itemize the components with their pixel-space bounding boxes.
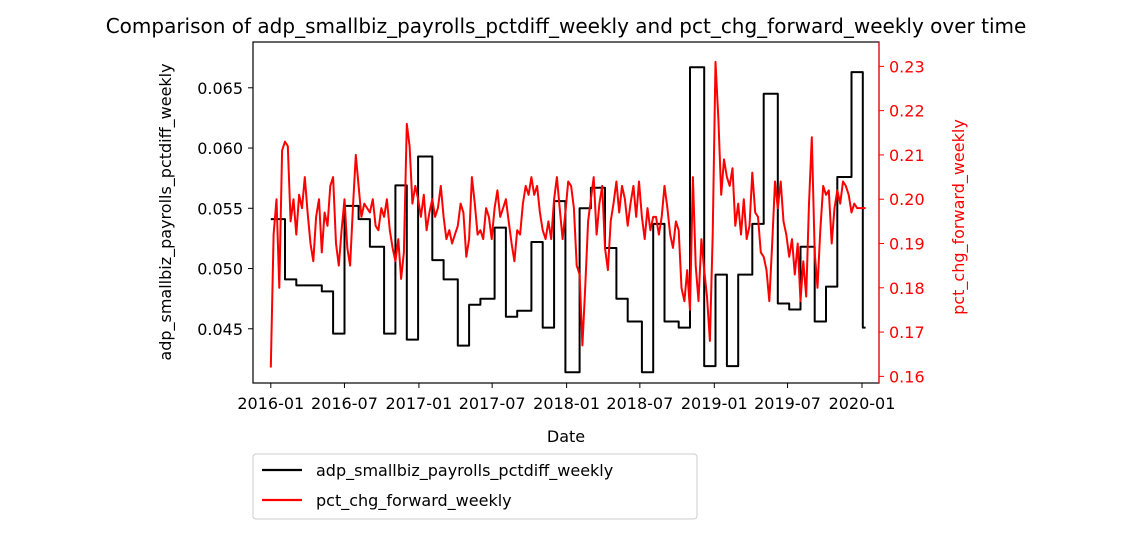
right-y-tick-label: 0.23 [889, 57, 925, 76]
x-tick-label: 2020-01 [829, 394, 896, 413]
left-y-axis-ticks: 0.045 0.050 0.055 0.060 0.065 [197, 79, 253, 339]
legend-box [252, 453, 698, 520]
left-y-axis-title: adp_smallbiz_payrolls_pctdiff_weekly [156, 63, 176, 360]
right-y-tick-label: 0.21 [889, 146, 925, 165]
plot-area [252, 41, 880, 384]
legend-label-forward: pct_chg_forward_weekly [316, 491, 512, 511]
left-y-tick-label: 0.055 [197, 199, 243, 218]
x-tick-label: 2017-07 [459, 394, 526, 413]
chart-title: Comparison of adp_smallbiz_payrolls_pctd… [106, 14, 1027, 38]
right-y-tick-label: 0.19 [889, 235, 925, 254]
x-tick-label: 2018-07 [606, 394, 673, 413]
left-y-tick-label: 0.060 [197, 139, 243, 158]
left-y-tick-label: 0.050 [197, 260, 243, 279]
x-tick-label: 2019-07 [754, 394, 821, 413]
legend-label-payrolls: adp_smallbiz_payrolls_pctdiff_weekly [316, 461, 613, 481]
right-y-tick-label: 0.17 [889, 323, 925, 342]
right-y-tick-label: 0.22 [889, 102, 925, 121]
right-y-tick-label: 0.20 [889, 190, 925, 209]
left-y-tick-label: 0.065 [197, 79, 243, 98]
x-axis-title: Date [547, 427, 585, 446]
series-line-forward [269, 60, 866, 368]
x-tick-label: 2019-01 [681, 394, 748, 413]
left-y-tick-label: 0.045 [197, 320, 243, 339]
x-axis-ticks: 2016-01 2016-07 2017-01 2017-07 2018-01 2018-… [237, 383, 895, 413]
series-line-payrolls [270, 66, 866, 374]
series-group [269, 60, 866, 374]
x-tick-label: 2018-01 [533, 394, 600, 413]
x-tick-label: 2016-07 [311, 394, 378, 413]
right-y-tick-label: 0.18 [889, 279, 925, 298]
x-tick-label: 2016-01 [237, 394, 304, 413]
legend: adp_smallbiz_payrolls_pctdiff_weekly pct… [252, 453, 698, 520]
right-y-axis-title: pct_chg_forward_weekly [949, 119, 969, 315]
right-y-tick-label: 0.16 [889, 367, 925, 386]
x-tick-label: 2017-01 [385, 394, 452, 413]
right-y-axis-ticks: 0.16 0.17 0.18 0.19 0.20 0.21 0.22 0.23 [879, 57, 925, 386]
